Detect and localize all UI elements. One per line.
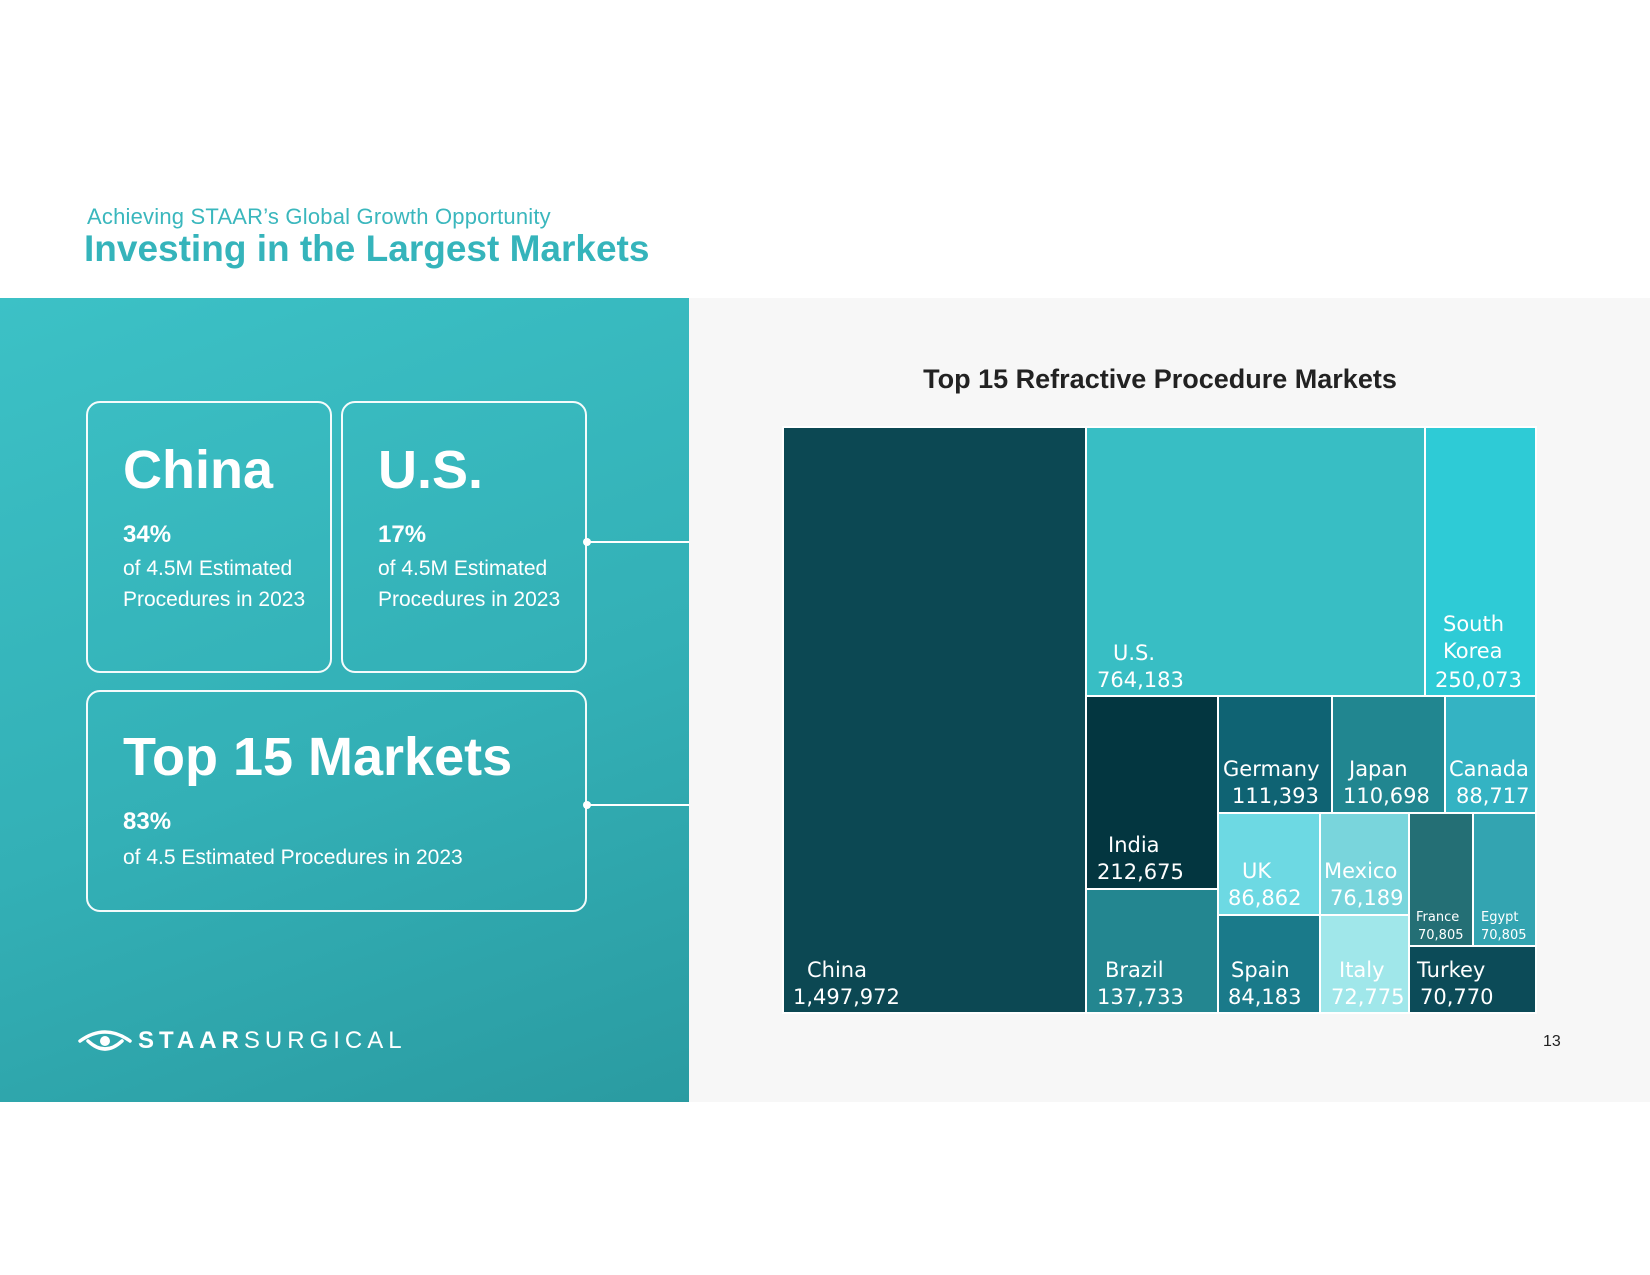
treemap-label-egypt: Egypt [1481,910,1519,925]
treemap-tile-mexico [1319,812,1410,916]
treemap-tile-france [1408,812,1474,947]
treemap-tile-uk [1217,812,1321,916]
eye-logo-icon [78,1030,132,1051]
treemap-tile-china [782,426,1087,1014]
china-card-description: of 4.5M Estimated Procedures in 2023 [123,557,306,611]
top15-card-title: Top 15 Markets [123,727,513,787]
treemap-value-uk: 86,862 [1228,886,1301,910]
treemap-value-india: 212,675 [1097,860,1184,884]
top15-connector-dot [583,801,591,809]
page-title: Investing in the Largest Markets [84,228,650,269]
treemap-value-brazil: 137,733 [1097,985,1184,1009]
treemap-tile-egypt [1472,812,1537,947]
subtitle-eyebrow: Achieving STAAR’s Global Growth Opportun… [87,204,551,229]
treemap-value-spain: 84,183 [1228,985,1301,1009]
treemap-label-turkey: Turkey [1416,958,1485,982]
treemap-value-south-korea: 250,073 [1435,668,1522,692]
treemap-value-germany: 111,393 [1232,784,1319,808]
treemap-value-china: 1,497,972 [793,985,900,1009]
top15-card-description: of 4.5 Estimated Procedures in 2023 [123,846,463,869]
treemap-tile-canada [1444,695,1537,814]
treemap-label-spain: Spain [1231,958,1290,982]
treemap-label-japan: Japan [1347,757,1408,781]
treemap-value-italy: 72,775 [1331,985,1404,1009]
logo-wordmark: STAARSURGICAL [138,1027,407,1055]
treemap-label-france: France [1416,910,1459,925]
top15-card-percent: 83% [123,808,172,835]
logo-bold-text: STAAR [138,1027,244,1054]
treemap-label-india: India [1108,833,1160,857]
us-card-title: U.S. [378,440,484,500]
treemap-tile-brazil [1085,888,1219,1014]
us-card-description: of 4.5M Estimated Procedures in 2023 [378,557,561,611]
treemap-label-south-korea: Korea [1443,639,1503,663]
treemap-value-france: 70,805 [1418,928,1464,943]
us-connector-dot [583,538,591,546]
logo-light-text: SURGICAL [243,1027,407,1054]
top15-connector-line [587,804,689,806]
treemap-label-italy: Italy [1339,958,1385,982]
treemap-tile-japan [1331,695,1446,814]
staar-surgical-logo: STAARSURGICAL [78,1027,407,1055]
us-card-percent: 17% [378,521,427,548]
page-number: 13 [1543,1033,1561,1050]
treemap-tile-germany [1217,695,1333,814]
treemap-value-mexico: 76,189 [1330,886,1403,910]
treemap-value-egypt: 70,805 [1481,928,1527,943]
treemap-tile-spain [1217,914,1321,1014]
china-card: China 34% of 4.5M Estimated Procedures i… [86,401,332,673]
treemap-tile-india [1085,695,1219,890]
treemap-label-mexico: Mexico [1324,859,1397,883]
treemap-label-china: China [807,958,867,982]
treemap-value-canada: 88,717 [1456,784,1529,808]
treemap-label-u-s-: U.S. [1113,641,1155,665]
treemap-value-japan: 110,698 [1343,784,1430,808]
us-card: U.S. 17% of 4.5M Estimated Procedures in… [341,401,587,673]
treemap-label-germany: Germany [1223,757,1320,781]
treemap-value-u-s-: 764,183 [1097,668,1184,692]
chart-title: Top 15 Refractive Procedure Markets [923,364,1397,394]
treemap-label-south-korea: South [1443,612,1504,636]
treemap-label-brazil: Brazil [1105,958,1164,982]
china-card-percent: 34% [123,521,172,548]
treemap-value-turkey: 70,770 [1420,985,1493,1009]
treemap-label-canada: Canada [1449,757,1529,781]
top15-card: Top 15 Markets 83% of 4.5 Estimated Proc… [86,690,587,912]
us-connector-line [587,541,689,543]
treemap-label-uk: UK [1242,859,1272,883]
treemap-tile-u-s- [1085,426,1426,697]
china-card-title: China [123,440,274,500]
treemap-tile-turkey [1408,945,1537,1014]
treemap-tile-south-korea [1424,426,1537,697]
